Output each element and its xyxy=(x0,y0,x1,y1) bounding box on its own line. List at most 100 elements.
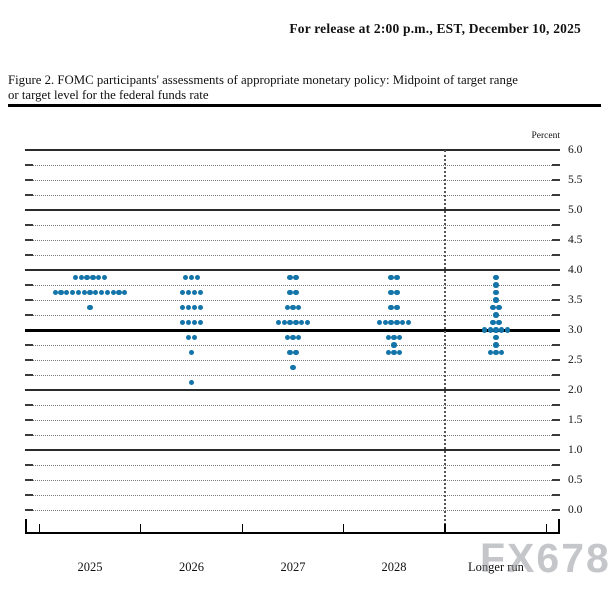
projection-dot xyxy=(110,289,116,296)
projection-dot xyxy=(287,274,293,281)
x-axis-tick xyxy=(342,524,345,533)
gridline-edge-dash-left xyxy=(25,344,33,346)
projection-dot xyxy=(87,304,93,311)
projection-dot xyxy=(275,319,282,326)
projection-dot xyxy=(194,274,200,281)
gridline-dotted xyxy=(33,404,552,406)
gridline-edge-dash-left xyxy=(25,404,33,406)
projection-dot xyxy=(185,334,192,341)
projection-dot xyxy=(93,289,99,296)
projection-dot xyxy=(78,274,84,281)
projection-dot xyxy=(58,289,64,296)
column-label: Longer run xyxy=(468,560,524,574)
x-axis-tick xyxy=(444,524,446,533)
projection-dot xyxy=(197,304,203,311)
gridline-edge-dash-right xyxy=(552,194,560,196)
gridline-solid xyxy=(25,329,560,332)
projection-dot xyxy=(290,304,296,311)
gridline-edge-dash-right xyxy=(552,179,560,181)
projection-dot xyxy=(400,319,406,326)
gridline-dotted xyxy=(33,194,552,196)
y-axis-unit-label: Percent xyxy=(531,131,561,141)
projection-dot xyxy=(197,319,203,326)
gridline-dotted xyxy=(33,434,552,436)
projection-dot xyxy=(96,274,102,281)
column-label: 2027 xyxy=(280,560,306,574)
y-tick-label: 6.0 xyxy=(568,144,583,156)
gridline-dotted xyxy=(33,479,552,481)
y-tick-label: 2.5 xyxy=(568,354,583,366)
projection-dot xyxy=(296,304,302,311)
projection-dot xyxy=(493,289,499,296)
projection-dot xyxy=(490,319,496,326)
gridline-dotted xyxy=(33,344,552,346)
projection-dot xyxy=(391,342,397,348)
gridline-edge-dash-left xyxy=(25,299,33,301)
projection-dot xyxy=(293,274,299,281)
projection-dot xyxy=(493,274,499,281)
gridline-edge-dash-right xyxy=(552,344,560,346)
projection-dot xyxy=(394,289,400,296)
projection-dot xyxy=(394,274,400,281)
gridline-edge-dash-left xyxy=(25,464,33,466)
y-tick-label: 1.5 xyxy=(568,414,583,426)
gridline-dotted xyxy=(33,164,552,166)
projection-dot xyxy=(493,297,499,303)
projection-dot xyxy=(180,319,186,326)
gridline-edge-dash-left xyxy=(25,494,33,496)
projection-dot xyxy=(64,289,70,296)
gridline-edge-dash-left xyxy=(25,164,33,166)
gridline-edge-dash-left xyxy=(25,314,33,316)
gridline-edge-dash-right xyxy=(552,494,560,496)
gridline-edge-dash-left xyxy=(25,374,33,376)
gridline-solid xyxy=(25,209,560,211)
projection-dot xyxy=(281,319,287,326)
x-axis-tick xyxy=(241,524,243,533)
projection-dot xyxy=(493,327,499,333)
projection-dot xyxy=(180,289,186,296)
gridline-edge-dash-left xyxy=(25,419,33,421)
y-tick-label: 2.0 xyxy=(568,384,583,396)
x-axis-tick xyxy=(140,524,142,533)
projection-dot xyxy=(391,334,397,341)
gridline-solid xyxy=(25,449,560,451)
gridline-edge-dash-left xyxy=(25,194,33,196)
y-tick-label: 0.5 xyxy=(568,474,583,486)
x-axis-left-corner xyxy=(25,519,27,533)
gridline-solid xyxy=(25,269,560,271)
gridline-edge-dash-right xyxy=(552,224,560,226)
projection-dot xyxy=(487,349,493,356)
projection-dot xyxy=(185,289,192,296)
gridline-solid xyxy=(25,149,560,151)
gridline-solid xyxy=(25,389,560,391)
x-axis-baseline xyxy=(25,532,560,534)
projection-dot xyxy=(180,304,186,311)
projection-dot xyxy=(293,319,299,326)
projection-dot xyxy=(185,319,192,326)
projection-dot xyxy=(493,334,499,341)
projection-dot xyxy=(391,349,397,356)
gridline-dotted xyxy=(33,224,552,226)
y-tick-label: 0.0 xyxy=(568,504,583,516)
projection-dot xyxy=(290,334,296,341)
y-tick-label: 3.0 xyxy=(568,324,583,336)
gridline-edge-dash-right xyxy=(552,164,560,166)
projection-dot xyxy=(185,304,192,311)
x-axis-tick xyxy=(38,524,40,533)
column-label: 2028 xyxy=(381,560,407,574)
projection-dot xyxy=(385,334,391,341)
y-tick-label: 4.0 xyxy=(568,264,583,276)
projection-dot xyxy=(122,289,128,296)
projection-dot xyxy=(293,349,299,356)
projection-dot xyxy=(191,319,198,326)
projection-dot xyxy=(188,274,195,281)
gridline-edge-dash-right xyxy=(552,434,560,436)
gridline-edge-dash-left xyxy=(25,239,33,241)
projection-dot xyxy=(499,349,505,356)
gridline-edge-dash-right xyxy=(552,374,560,376)
projection-dot xyxy=(197,289,203,296)
projection-dot xyxy=(188,349,195,356)
projection-dot xyxy=(299,319,305,326)
figure-caption: Figure 2. FOMC participants' assessments… xyxy=(8,73,600,104)
